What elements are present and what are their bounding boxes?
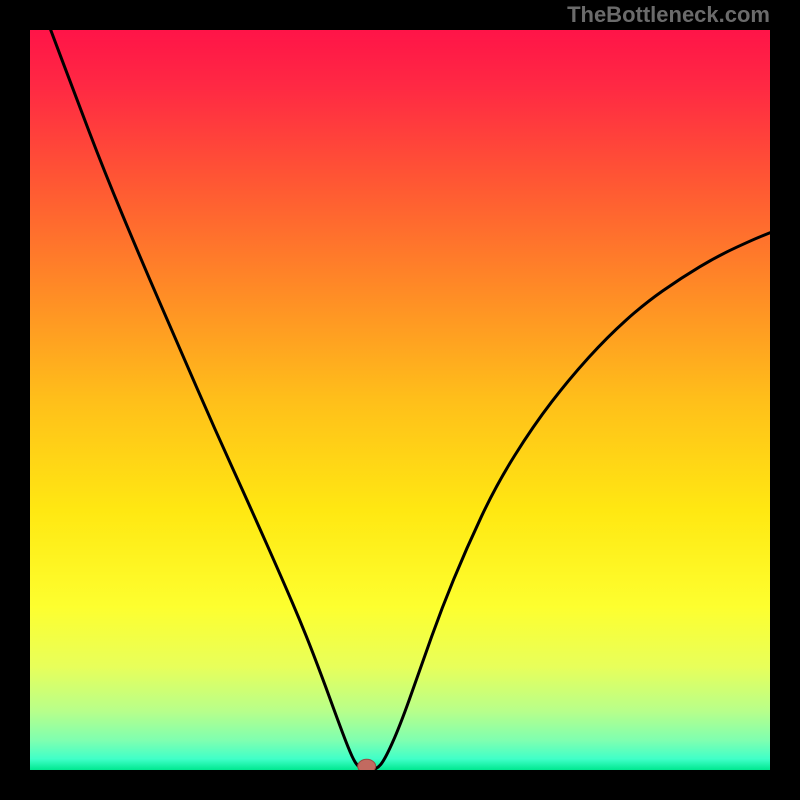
chart-frame: TheBottleneck.com — [0, 0, 800, 800]
plot-area — [30, 30, 770, 770]
bottleneck-curve-chart — [30, 30, 770, 770]
optimal-point-marker — [358, 759, 376, 770]
watermark-text: TheBottleneck.com — [567, 2, 770, 28]
gradient-background — [30, 30, 770, 770]
